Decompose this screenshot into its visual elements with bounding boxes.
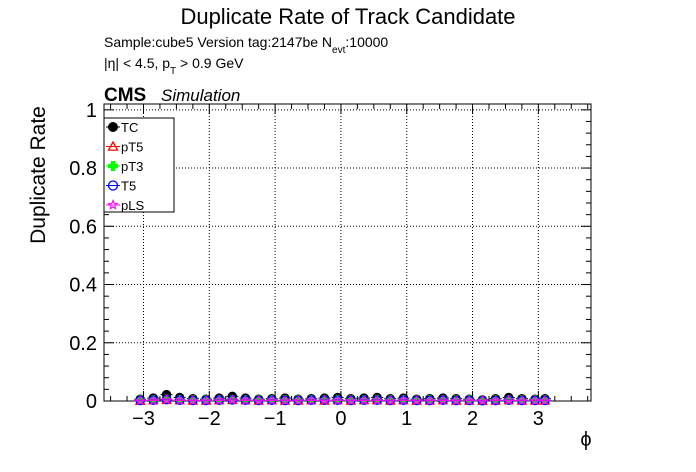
- y-tick-label: 0.4: [69, 275, 97, 297]
- simulation-label: Simulation: [161, 86, 240, 105]
- plot-frame: [103, 103, 592, 402]
- x-axis-title: ϕ: [580, 429, 591, 451]
- legend-marker: [108, 122, 118, 132]
- sample-info: Sample:cube5 Version tag:2147be Nevt:100…: [104, 34, 388, 56]
- data-point: [358, 394, 370, 405]
- legend-label: T5: [121, 179, 136, 194]
- data-point: [539, 395, 551, 406]
- data-point: [437, 394, 449, 405]
- data-point: [292, 395, 304, 406]
- data-point: [319, 394, 330, 405]
- data-point: [516, 395, 528, 406]
- data-point: [463, 395, 475, 406]
- x-tick-label: 1: [401, 408, 412, 430]
- data-point: [226, 394, 238, 405]
- data-point: [174, 394, 186, 405]
- data-point: [240, 394, 251, 405]
- x-tick-label: 3: [533, 408, 544, 430]
- y-tick-label: 0.6: [69, 216, 97, 238]
- legend-marker: [107, 199, 119, 210]
- data-point: [503, 394, 515, 405]
- legend-label: TC: [121, 120, 138, 135]
- series-pLS: [134, 394, 551, 406]
- x-tick-label: 2: [467, 408, 478, 430]
- data-point: [345, 395, 357, 406]
- data-point: [398, 394, 409, 405]
- legend-label: pT5: [121, 140, 143, 155]
- data-point: [134, 395, 146, 406]
- data-point: [477, 395, 488, 406]
- y-tick-label: 1: [86, 100, 97, 122]
- x-tick-label: −2: [198, 408, 221, 430]
- legend-entry: pLS: [106, 198, 144, 213]
- legend-marker: [108, 161, 118, 171]
- x-tick-label: −1: [264, 408, 287, 430]
- data-point: [305, 394, 317, 405]
- data-point: [187, 395, 199, 406]
- data-point: [371, 394, 383, 405]
- data-point: [266, 394, 278, 405]
- data-point: [148, 394, 159, 405]
- cms-label: CMS: [104, 85, 146, 106]
- legend-entry: pT5: [106, 140, 143, 155]
- chart-title: Duplicate Rate of Track Candidate: [180, 4, 515, 29]
- legend-entry: TC: [106, 120, 138, 135]
- legend-entry: T5: [106, 179, 136, 194]
- cut-info: |η| < 4.5, pT > 0.9 GeV: [104, 55, 244, 77]
- data-point: [424, 395, 436, 406]
- y-tick-label: 0.2: [69, 333, 97, 355]
- legend-marker: [107, 140, 119, 151]
- data-point: [332, 394, 343, 405]
- data-point: [279, 395, 291, 406]
- legend-label: pLS: [121, 198, 144, 213]
- legend-entry: pT3: [106, 159, 143, 174]
- data-point: [213, 394, 225, 405]
- y-tick-label: 0: [86, 391, 97, 413]
- data-points: [134, 389, 551, 406]
- data-point: [450, 395, 462, 406]
- grid: [104, 104, 591, 401]
- data-point: [411, 395, 422, 406]
- legend-marker: [107, 180, 119, 191]
- data-point: [253, 395, 264, 406]
- legend-label: pT3: [121, 159, 143, 174]
- x-tick-label: 0: [335, 408, 346, 430]
- x-tick-label: −3: [132, 408, 155, 430]
- data-point: [529, 395, 541, 406]
- data-point: [490, 395, 501, 406]
- data-point: [161, 394, 172, 405]
- y-axis-title: Duplicate Rate: [27, 106, 50, 244]
- y-tick-label: 0.8: [69, 158, 97, 180]
- axes: −3 −2 −1 0 1 2 3 0 0.2 0.4 0.6 0.8 1: [69, 100, 592, 430]
- data-point: [200, 395, 212, 406]
- legend: TC pT5 pT3 T5 pLS: [103, 117, 175, 213]
- data-point: [384, 395, 396, 406]
